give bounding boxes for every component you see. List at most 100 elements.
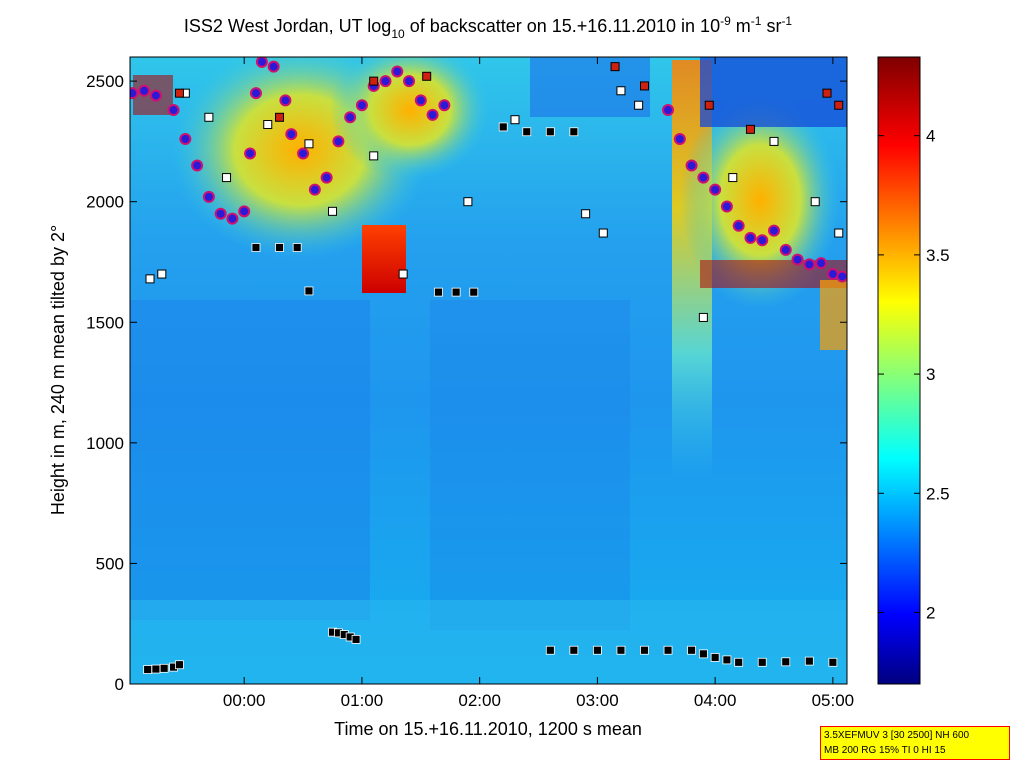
data-point-square-black <box>698 649 708 659</box>
data-point-square-black <box>351 634 361 644</box>
data-point-circle <box>697 171 710 184</box>
heatmap-orange-band-right <box>820 280 847 350</box>
data-point-square-red <box>704 100 714 110</box>
heatmap-dark-top-mid <box>530 57 650 117</box>
data-point-square-black <box>710 653 720 662</box>
colorbar-tick-label: 3.5 <box>926 246 950 265</box>
heatmap-red-block <box>362 225 406 293</box>
data-point-circle <box>391 65 404 78</box>
data-point-square-white <box>263 120 273 130</box>
data-point-square-black <box>593 645 602 655</box>
data-point-square-white <box>222 173 232 183</box>
data-point-square-white <box>157 269 167 279</box>
parameter-box: 3.5XEFMUV 3 [30 2500] NH 600 MB 200 RG 1… <box>820 726 1010 760</box>
data-point-circle <box>662 104 675 117</box>
data-point-square-black <box>292 243 302 252</box>
colorbar-tick-label: 3 <box>926 365 935 384</box>
data-point-square-black <box>498 122 508 132</box>
data-point-square-black <box>304 286 314 296</box>
data-point-square-black <box>734 657 744 667</box>
data-point-square-black <box>722 655 732 665</box>
data-point-square-white <box>769 136 779 146</box>
data-point-square-black <box>522 127 532 137</box>
data-point-square-white <box>810 197 820 207</box>
data-point-circle <box>836 270 847 283</box>
data-point-square-black <box>804 656 814 666</box>
data-point-circle <box>355 99 368 112</box>
data-point-circle <box>226 212 239 225</box>
data-point-square-red <box>369 76 379 86</box>
data-point-circle <box>779 243 792 256</box>
data-point-square-black <box>151 664 161 674</box>
heatmap-warm-center <box>330 57 490 180</box>
data-point-square-white <box>728 173 738 183</box>
data-point-circle <box>285 128 298 141</box>
y-tick-label: 0 <box>115 675 124 694</box>
data-point-square-black <box>569 645 579 655</box>
data-point-circle <box>744 231 757 244</box>
data-point-square-black <box>663 645 673 655</box>
data-point-circle <box>732 219 745 232</box>
data-point-square-red <box>610 62 620 72</box>
data-point-square-black <box>251 243 261 252</box>
data-point-square-white <box>598 228 608 238</box>
data-point-circle <box>709 183 722 196</box>
data-point-square-white <box>834 228 844 238</box>
data-point-square-black <box>781 657 791 667</box>
data-point-square-white <box>204 112 214 122</box>
data-point-circle <box>191 159 204 172</box>
data-point-circle <box>202 190 215 203</box>
data-point-square-white <box>634 100 644 110</box>
data-point-circle <box>438 99 451 112</box>
heatmap-dark-mid <box>430 300 630 630</box>
data-point-circle <box>768 224 781 237</box>
data-point-circle <box>308 183 321 196</box>
data-point-circle <box>791 253 804 266</box>
x-tick-label: 01:00 <box>341 691 384 710</box>
y-axis-label: Height in m, 240 m mean tilted by 2° <box>48 225 68 515</box>
data-point-circle <box>815 257 828 270</box>
data-point-square-black <box>175 660 184 670</box>
data-point-circle <box>167 104 180 117</box>
data-point-circle <box>826 268 839 281</box>
data-point-square-black <box>757 657 767 667</box>
data-point-square-black <box>469 287 479 297</box>
data-point-square-red <box>174 88 184 98</box>
parameter-line-1: 3.5XEFMUV 3 [30 2500] NH 600 <box>824 730 970 741</box>
x-tick-label: 02:00 <box>458 691 501 710</box>
data-point-circle <box>179 132 192 145</box>
data-point-square-black <box>640 645 649 655</box>
data-point-square-black <box>687 645 696 655</box>
data-point-circle <box>803 258 816 271</box>
data-point-circle <box>344 111 357 124</box>
y-tick-label: 2000 <box>86 193 124 212</box>
y-tick-label: 500 <box>96 554 124 573</box>
data-point-square-black <box>451 287 461 297</box>
x-tick-label: 03:00 <box>576 691 619 710</box>
data-point-square-white <box>616 86 626 96</box>
data-point-square-red <box>275 112 285 122</box>
heatmap <box>130 57 847 684</box>
data-point-square-black <box>545 645 555 655</box>
data-point-square-black <box>616 645 626 655</box>
data-point-circle <box>720 200 733 213</box>
x-tick-label: 00:00 <box>223 691 266 710</box>
data-point-square-red <box>834 100 844 110</box>
x-axis: 00:00 01:00 02:00 03:00 04:00 05:00 <box>223 57 854 710</box>
data-point-circle <box>379 75 392 88</box>
y-tick-label: 2500 <box>86 72 124 91</box>
x-tick-label: 04:00 <box>694 691 737 710</box>
data-point-square-white <box>698 312 708 322</box>
data-point-square-white <box>581 209 591 219</box>
data-point-circle <box>279 94 292 107</box>
data-point-square-red <box>639 81 649 91</box>
data-point-square-black <box>275 243 284 252</box>
data-point-circle <box>414 94 427 107</box>
chart-title: ISS2 West Jordan, UT log10 of backscatte… <box>184 14 793 41</box>
data-point-circle <box>138 84 151 97</box>
data-point-square-black <box>828 657 838 667</box>
y-tick-label: 1500 <box>86 313 124 332</box>
colorbar-tick-label: 2.5 <box>926 484 950 503</box>
data-point-circle <box>244 147 257 160</box>
